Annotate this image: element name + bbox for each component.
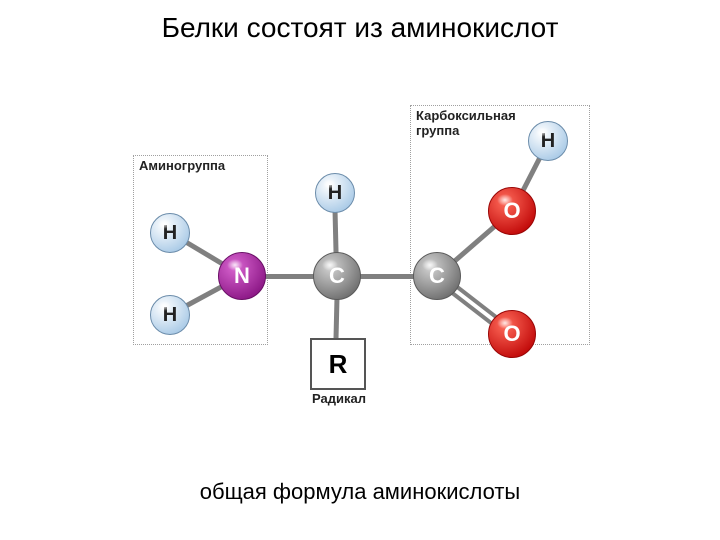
molecule-diagram: АминогруппаКарбоксильная группаHHNHCCOOH… [130,95,610,445]
page-title: Белки состоят из аминокислот [0,12,720,44]
atom-H_amino_bottom: H [150,295,190,335]
carboxyl-group-label: Карбоксильная группа [416,109,516,139]
bond [358,274,416,279]
bond [334,297,340,338]
amino-group-label: Аминогруппа [139,159,225,174]
atom-C_carboxyl: C [413,252,461,300]
atom-H_hydroxyl: H [528,121,568,161]
radical-box: R [310,338,366,390]
atom-H_amino_top: H [150,213,190,253]
caption-text: общая формула аминокислоты [0,479,720,505]
radical-label: Радикал [312,392,366,407]
atom-H_central: H [315,173,355,213]
atom-C_alpha: C [313,252,361,300]
atom-O_bottom: O [488,310,536,358]
atom-O_top: O [488,187,536,235]
bond [333,210,339,255]
atom-N: N [218,252,266,300]
bond [263,274,316,279]
